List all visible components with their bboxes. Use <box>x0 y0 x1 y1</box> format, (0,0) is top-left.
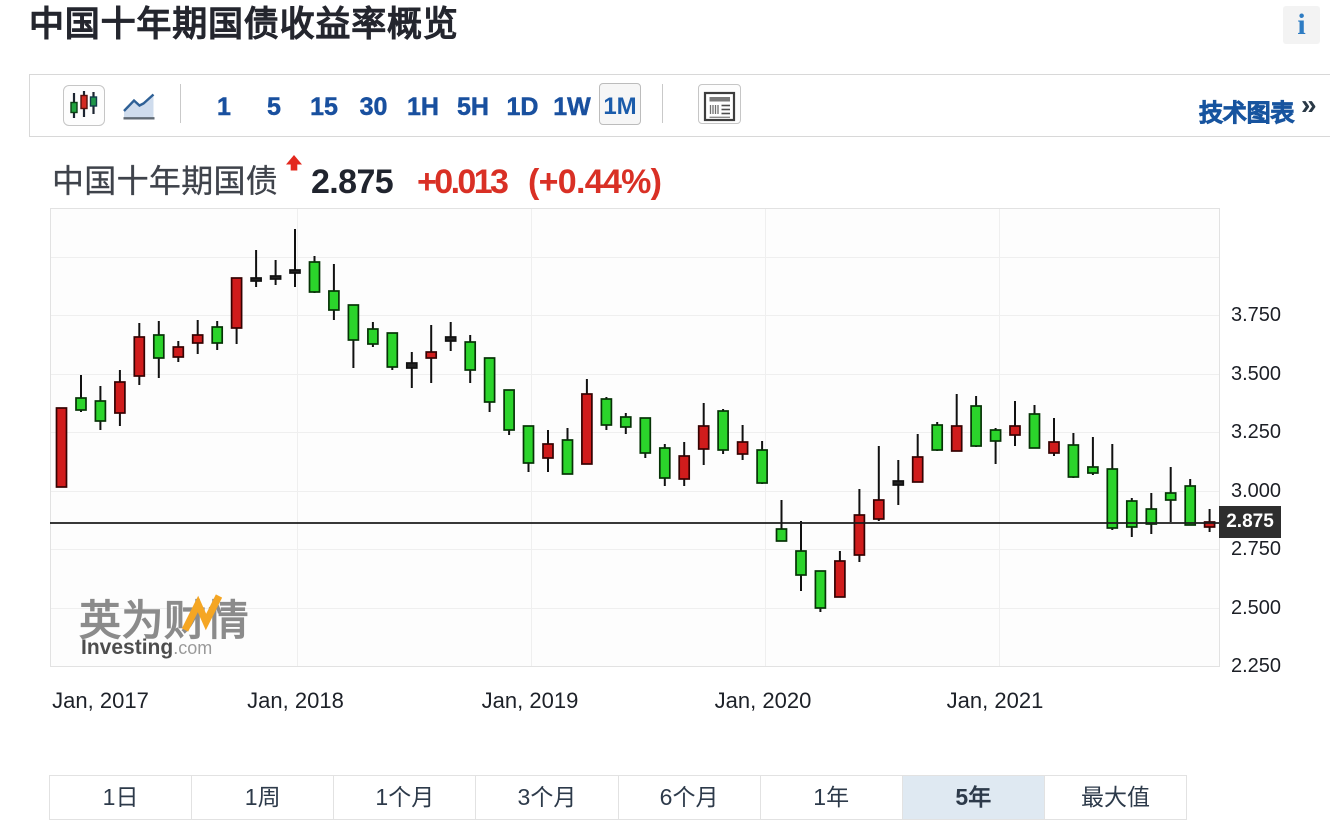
svg-text:Investing.com: Investing.com <box>81 636 212 659</box>
svg-text:英为财情: 英为财情 <box>79 597 249 644</box>
